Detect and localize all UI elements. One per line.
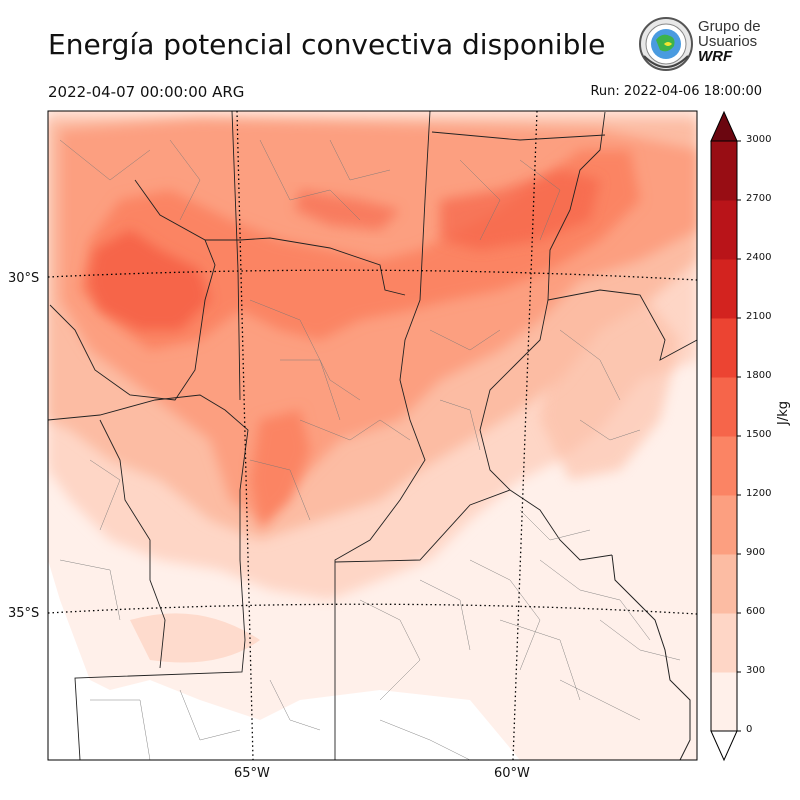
colorbar-segment xyxy=(711,377,737,437)
colorbar-segment xyxy=(711,318,737,378)
colorbar-tick-label: 0 xyxy=(746,724,753,735)
valid-time: 2022-04-07 00:00:00 ARG xyxy=(48,83,245,101)
grupo-usuarios-wrf-logo: Grupo de Usuarios WRF xyxy=(638,16,788,74)
colorbar xyxy=(710,110,741,762)
colorbar-tick-label: 600 xyxy=(746,606,766,617)
colorbar-tick-label: 1500 xyxy=(746,429,772,440)
colorbar-segment xyxy=(711,141,737,201)
colorbar-tick-label: 3000 xyxy=(746,134,772,145)
meridian-65w xyxy=(236,111,254,760)
colorbar-unit: J/kg xyxy=(776,401,791,425)
colorbar-tick-label: 2100 xyxy=(746,311,772,322)
map-frame xyxy=(47,110,698,761)
colorbar-segment xyxy=(711,613,737,673)
colorbar-segment xyxy=(711,672,737,732)
parallel-35s xyxy=(48,603,697,615)
colorbar-segment xyxy=(711,554,737,614)
colorbar-segment xyxy=(711,495,737,555)
logo-text: Grupo de Usuarios WRF xyxy=(698,18,761,65)
lat-label-35s: 35°S xyxy=(8,606,40,621)
province-boundaries xyxy=(48,111,697,760)
meridian-60w xyxy=(512,111,538,760)
colorbar-tick-label: 900 xyxy=(746,547,766,558)
colorbar-tick-label: 2700 xyxy=(746,193,772,204)
colorbar-tick-label: 300 xyxy=(746,665,766,676)
department-boundaries xyxy=(59,139,681,760)
colorbar-extend-min xyxy=(710,730,738,762)
lon-label-60w: 60°W xyxy=(494,766,530,781)
run-time: Run: 2022-04-06 18:00:00 xyxy=(590,84,762,99)
lon-label-65w: 65°W xyxy=(234,766,270,781)
colorbar-extend-max xyxy=(710,110,738,142)
colorbar-segment xyxy=(711,200,737,260)
globe-seal-icon xyxy=(639,17,693,71)
colorbar-segment xyxy=(711,259,737,319)
lat-label-30s: 30°S xyxy=(8,271,40,286)
coastline xyxy=(611,554,691,761)
colorbar-tick-label: 1800 xyxy=(746,370,772,381)
cape-field xyxy=(48,111,697,760)
map-title: Energía potencial convectiva disponible xyxy=(48,28,606,61)
colorbar-segment xyxy=(711,436,737,496)
colorbar-tick-label: 2400 xyxy=(746,252,772,263)
colorbar-tick-label: 1200 xyxy=(746,488,772,499)
parallel-30s xyxy=(48,269,697,281)
graticule xyxy=(48,111,697,760)
